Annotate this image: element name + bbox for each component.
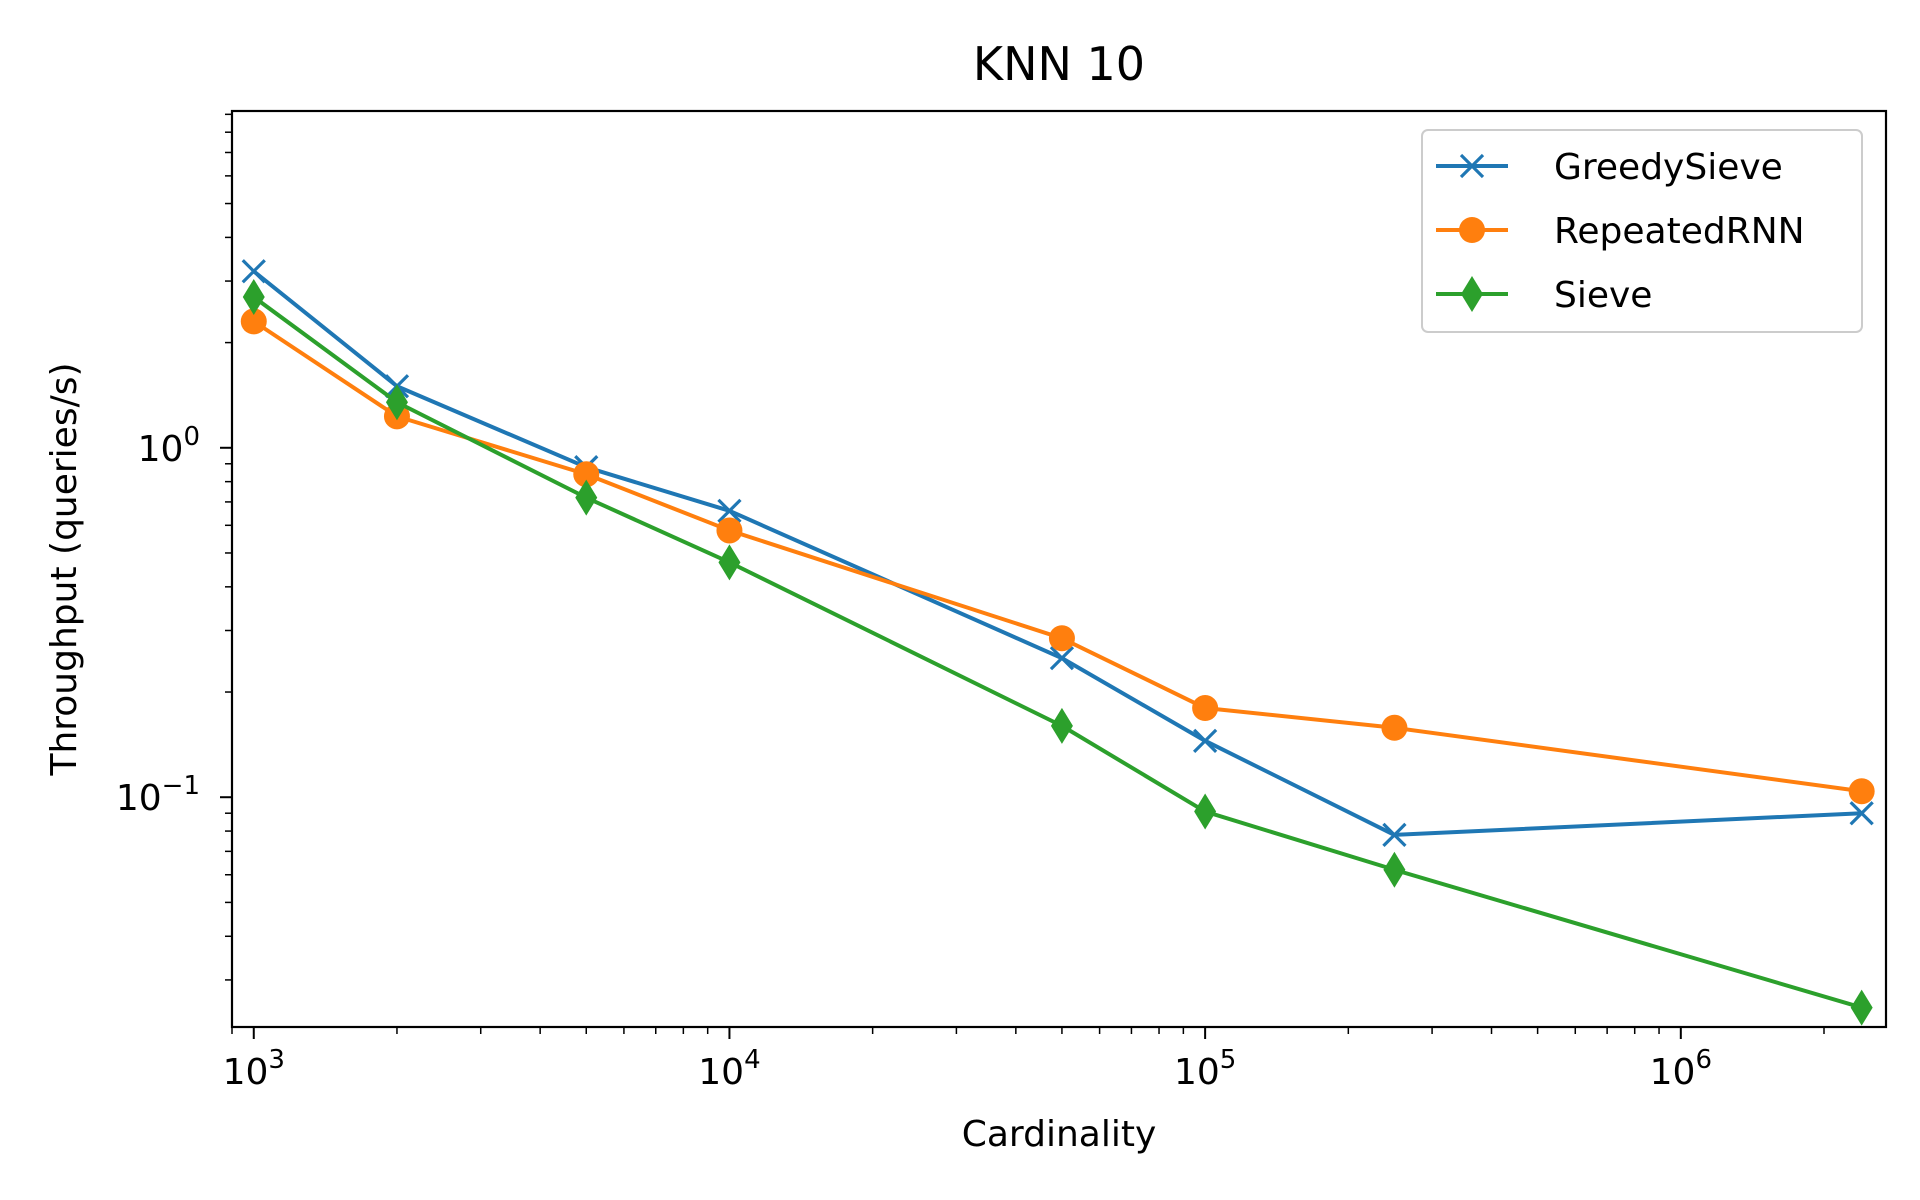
x-tick-label: 104 bbox=[698, 1045, 760, 1093]
legend-item-repeatedrnn: RepeatedRNN bbox=[1436, 211, 1805, 252]
y-tick-label-exponent: −1 bbox=[162, 771, 200, 801]
x-tick-label-exponent: 3 bbox=[268, 1045, 285, 1075]
data-point-sieve bbox=[385, 384, 408, 421]
x-tick-label: 105 bbox=[1174, 1045, 1236, 1093]
data-point-greedysieve bbox=[1849, 801, 1874, 826]
y-tick-label-base: 10 bbox=[116, 778, 162, 819]
legend-box bbox=[1421, 129, 1863, 333]
data-point-repeatedrnn bbox=[1192, 695, 1219, 722]
series-repeatedrnn bbox=[240, 308, 1875, 805]
data-point-greedysieve bbox=[1192, 728, 1218, 753]
x-tick-label-exponent: 4 bbox=[744, 1045, 761, 1075]
data-point-greedysieve bbox=[717, 498, 742, 523]
x-tick-label: 106 bbox=[1650, 1045, 1712, 1093]
y-tick-label: 100 bbox=[138, 422, 200, 470]
data-point-repeatedrnn bbox=[573, 461, 600, 488]
y-tick-label-base: 10 bbox=[138, 429, 184, 470]
data-point-greedysieve-stroke bbox=[1849, 801, 1874, 826]
data-point-greedysieve-stroke bbox=[1192, 728, 1218, 753]
series-sieve bbox=[242, 279, 1873, 1026]
y-tick-label-exponent: 0 bbox=[183, 422, 200, 452]
data-point-repeatedrnn bbox=[1381, 714, 1408, 741]
legend-label-sieve: Sieve bbox=[1554, 275, 1652, 316]
legend-label-repeatedrnn: RepeatedRNN bbox=[1554, 211, 1805, 252]
x-tick-label-exponent: 6 bbox=[1695, 1045, 1712, 1075]
x-axis-label: Cardinality bbox=[962, 1114, 1157, 1155]
axes-frame bbox=[230, 109, 1888, 1029]
data-point-sieve bbox=[1194, 793, 1217, 830]
data-point-repeatedrnn bbox=[1848, 778, 1875, 805]
legend-item-greedysieve: GreedySieve bbox=[1436, 147, 1783, 188]
series-layer bbox=[240, 259, 1875, 1026]
legend-item-sieve: Sieve bbox=[1436, 275, 1652, 316]
data-point-greedysieve bbox=[1382, 822, 1407, 848]
series-line-repeatedrnn bbox=[252, 319, 1862, 794]
legend-marker-sieve bbox=[1461, 276, 1483, 312]
x-tick-label-base: 10 bbox=[1174, 1052, 1220, 1093]
x-tick-label-base: 10 bbox=[223, 1052, 269, 1093]
data-point-sieve bbox=[575, 479, 598, 516]
data-point-greedysieve-stroke bbox=[1382, 822, 1407, 848]
data-point-sieve bbox=[718, 544, 741, 581]
data-point-sieve bbox=[1050, 707, 1073, 744]
x-tick-label-base: 10 bbox=[698, 1052, 744, 1093]
data-point-greedysieve bbox=[1049, 646, 1075, 671]
x-tick-label-exponent: 5 bbox=[1220, 1045, 1237, 1075]
data-point-sieve bbox=[242, 279, 265, 316]
x-tick-label: 103 bbox=[223, 1045, 285, 1093]
data-point-greedysieve-stroke bbox=[241, 259, 266, 284]
legend-marker-repeatedrnn bbox=[1459, 217, 1485, 243]
y-tick-label: 10−1 bbox=[116, 771, 200, 819]
data-point-repeatedrnn bbox=[1048, 625, 1075, 652]
legend-marker-greedysieve bbox=[1459, 153, 1485, 179]
data-point-greedysieve-stroke bbox=[717, 498, 742, 523]
data-point-repeatedrnn bbox=[240, 308, 267, 335]
data-point-repeatedrnn bbox=[716, 517, 743, 544]
legend-marker-greedysieve-stroke bbox=[1459, 153, 1485, 179]
legend: GreedySieve RepeatedRNN Sieve bbox=[1421, 129, 1863, 333]
data-point-greedysieve-stroke bbox=[1049, 646, 1075, 671]
x-tick-label-base: 10 bbox=[1650, 1052, 1696, 1093]
chart-title: KNN 10 bbox=[973, 37, 1145, 91]
data-point-sieve bbox=[1383, 851, 1406, 888]
data-point-greedysieve bbox=[241, 259, 266, 284]
y-axis-label: Throughput (queries/s) bbox=[44, 362, 85, 776]
legend-label-greedysieve: GreedySieve bbox=[1554, 147, 1783, 188]
data-point-sieve bbox=[1850, 989, 1873, 1026]
series-line-sieve bbox=[252, 295, 1863, 1010]
